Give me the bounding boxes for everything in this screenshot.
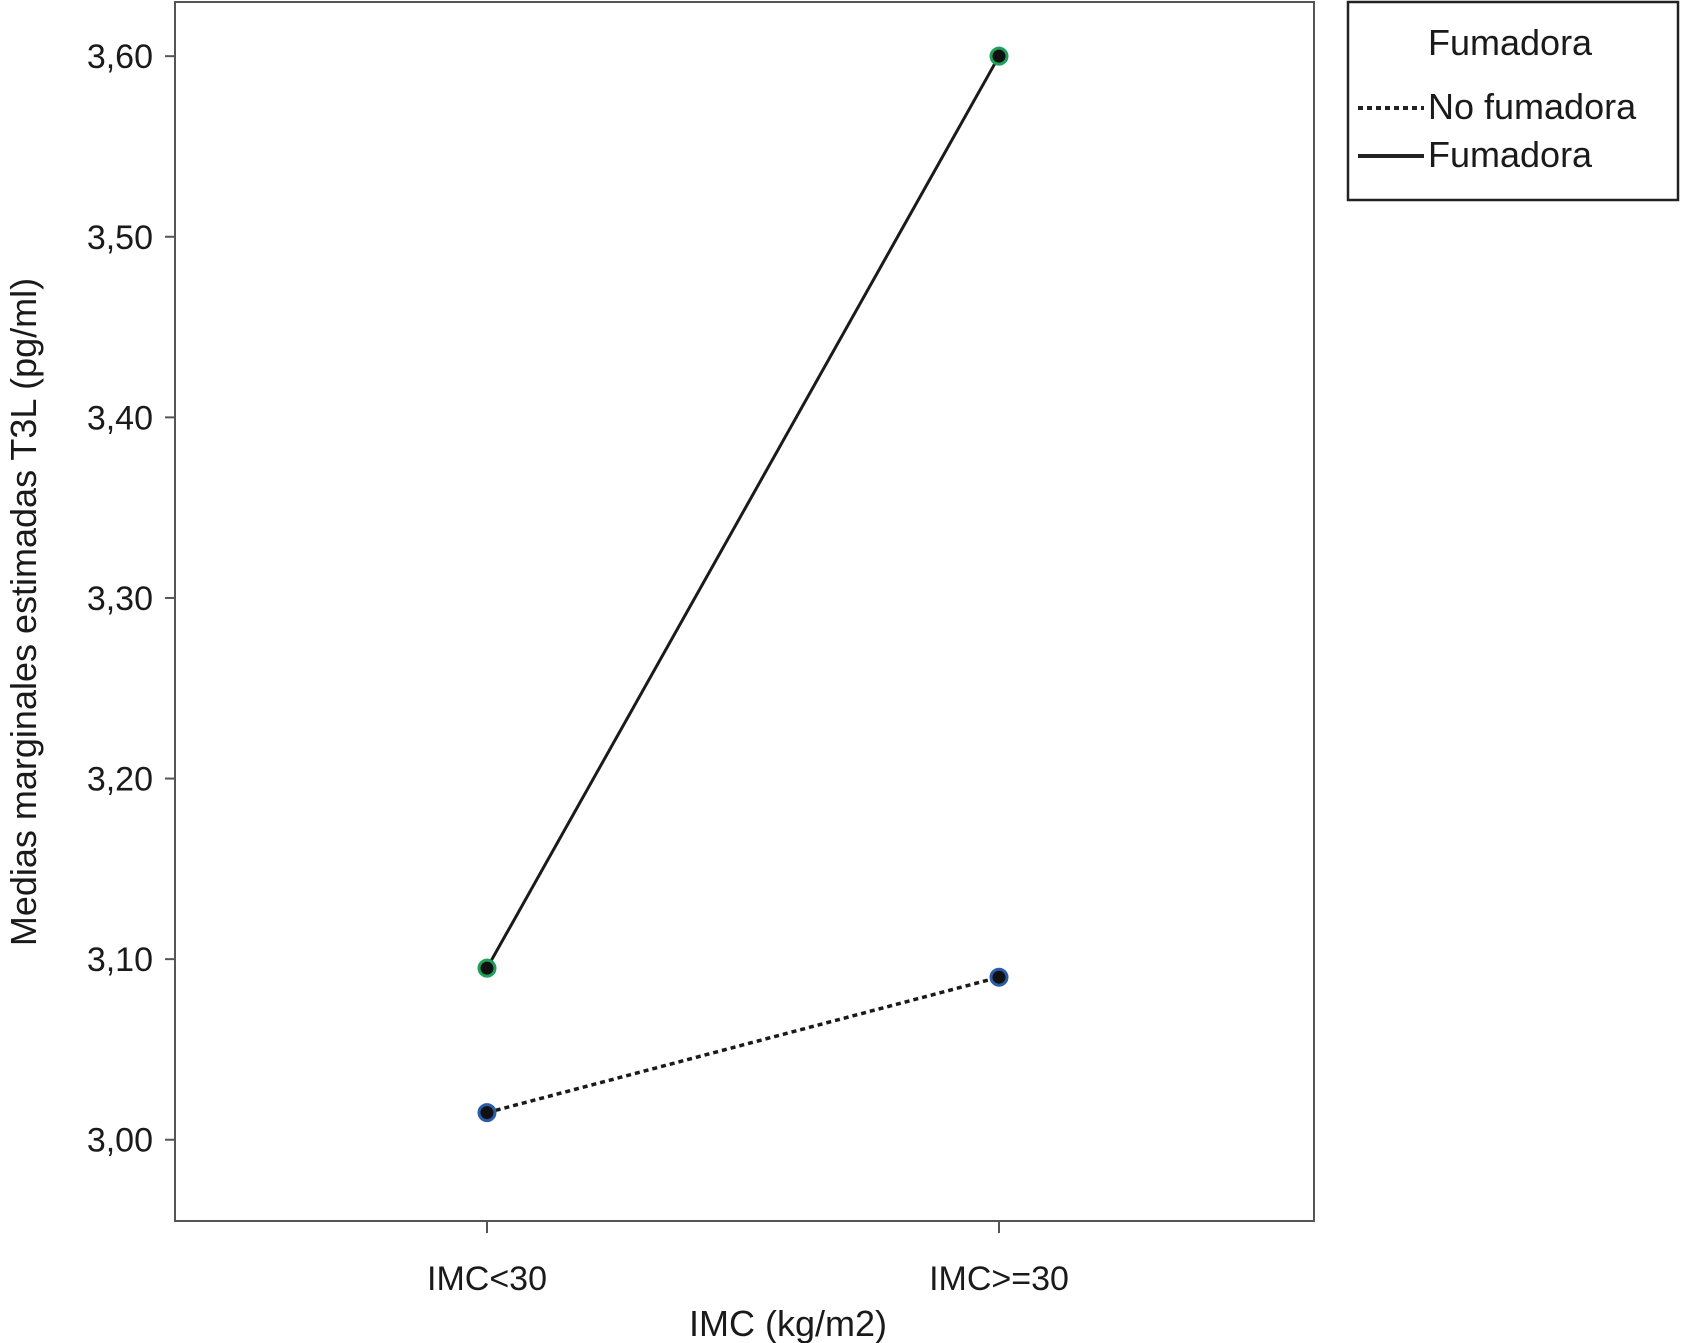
data-point-no-fumadora	[989, 967, 1009, 987]
x-tick-label: IMC<30	[427, 1260, 547, 1298]
legend-title: Fumadora	[1428, 22, 1593, 63]
y-tick-label: 3,40	[87, 399, 153, 437]
data-point-fumadora	[989, 46, 1009, 66]
plot-area-frame	[174, 1, 1315, 1222]
y-tick-label: 3,30	[87, 580, 153, 618]
legend: Fumadora No fumadora Fumadora	[1346, 0, 1680, 202]
data-point-fumadora	[477, 958, 497, 978]
series-line-fumadora	[485, 55, 1001, 969]
x-axis-title: IMC (kg/m2)	[689, 1303, 887, 1343]
y-tick-label: 3,20	[87, 761, 153, 799]
y-tick-label: 3,10	[87, 941, 153, 979]
legend-label-fumadora: Fumadora	[1428, 134, 1593, 175]
legend-box	[1346, 0, 1680, 202]
y-axis-title: Medias marginales estimadas T3L (pg/ml)	[3, 278, 44, 946]
y-tick-label: 3,50	[87, 219, 153, 257]
y-tick-label: 3,00	[87, 1122, 153, 1160]
series-line-no-fumadora	[486, 975, 1000, 1115]
x-tick-label: IMC>=30	[929, 1260, 1069, 1298]
y-tick-label: 3,60	[87, 38, 153, 76]
series-layer	[477, 46, 1009, 1123]
x-axis: IMC<30 IMC>=30	[427, 1221, 1069, 1298]
legend-label-no-fumadora: No fumadora	[1428, 86, 1637, 127]
y-axis: 3,00 3,10 3,20 3,30 3,40 3,50 3,60	[87, 38, 175, 1160]
data-point-no-fumadora	[477, 1103, 497, 1123]
